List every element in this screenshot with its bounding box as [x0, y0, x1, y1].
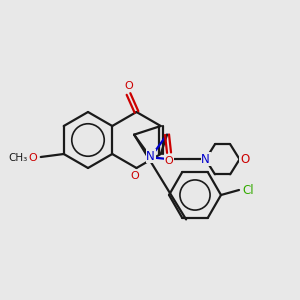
- Text: O: O: [165, 156, 173, 166]
- Text: N: N: [146, 150, 155, 163]
- Text: O: O: [124, 81, 133, 91]
- Text: CH₃: CH₃: [8, 153, 27, 163]
- Text: Cl: Cl: [242, 184, 254, 196]
- Text: N: N: [201, 153, 210, 166]
- Text: O: O: [28, 153, 37, 163]
- Text: O: O: [130, 171, 139, 181]
- Text: O: O: [240, 153, 249, 166]
